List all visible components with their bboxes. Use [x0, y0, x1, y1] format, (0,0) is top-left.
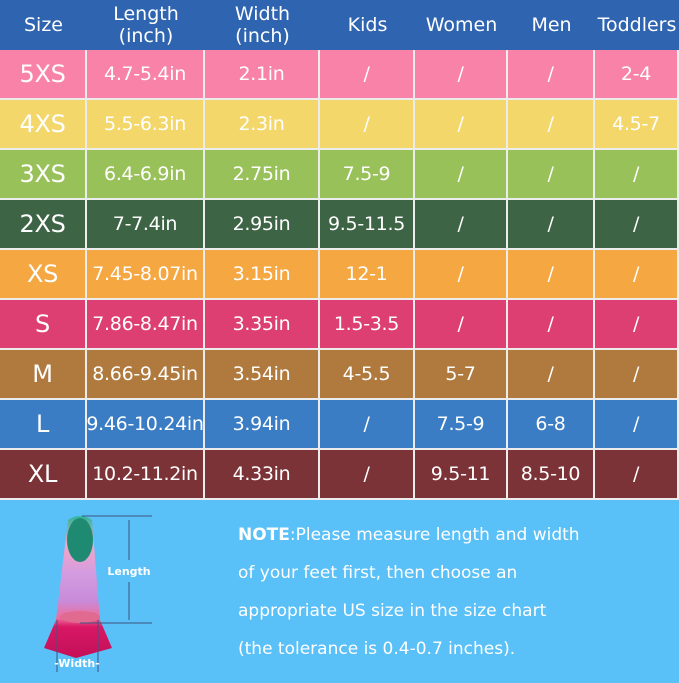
- table-cell: 5.5-6.3in: [87, 100, 205, 150]
- table-cell: /: [415, 250, 508, 300]
- table-cell: /: [508, 100, 595, 150]
- table-cell: 6.4-6.9in: [87, 150, 205, 200]
- header-line: Width: [234, 3, 291, 25]
- table-cell: 3.54in: [205, 350, 320, 400]
- size-cell: S: [0, 300, 87, 350]
- header-width: Width (inch): [205, 0, 320, 50]
- table-cell: 5-7: [415, 350, 508, 400]
- table-cell: /: [320, 400, 415, 450]
- table-cell: /: [320, 100, 415, 150]
- table-cell: 3.15in: [205, 250, 320, 300]
- table-cell: /: [415, 150, 508, 200]
- table-cell: /: [415, 300, 508, 350]
- table-cell: 3.35in: [205, 300, 320, 350]
- table-cell: /: [595, 450, 679, 500]
- table-cell: 3.94in: [205, 400, 320, 450]
- header-size: Size: [0, 0, 87, 50]
- table-cell: 1.5-3.5: [320, 300, 415, 350]
- header-line: Length: [113, 3, 179, 25]
- table-cell: 7.5-9: [415, 400, 508, 450]
- note-text: NOTE:Please measure length and width of …: [238, 516, 678, 668]
- table-cell: 2.95in: [205, 200, 320, 250]
- table-cell: /: [595, 350, 679, 400]
- size-cell: M: [0, 350, 87, 400]
- size-cell: XL: [0, 450, 87, 500]
- size-cell: XS: [0, 250, 87, 300]
- size-cell: 4XS: [0, 100, 87, 150]
- measurement-panel: Length -Width-: [0, 500, 679, 679]
- note-label: NOTE: [238, 525, 290, 545]
- size-cell: L: [0, 400, 87, 450]
- table-cell: /: [595, 400, 679, 450]
- table-cell: 8.5-10: [508, 450, 595, 500]
- table-cell: /: [508, 50, 595, 100]
- table-cell: 4-5.5: [320, 350, 415, 400]
- table-cell: 9.5-11.5: [320, 200, 415, 250]
- table-cell: 9.46-10.24in: [86, 400, 205, 450]
- header-toddlers: Toddlers: [595, 0, 679, 50]
- table-cell: 4.33in: [205, 450, 320, 500]
- size-cell: 5XS: [0, 50, 87, 100]
- length-label: Length: [107, 565, 150, 578]
- table-cell: /: [595, 300, 679, 350]
- table-cell: /: [320, 50, 415, 100]
- table-cell: 8.66-9.45in: [87, 350, 205, 400]
- table-cell: 4.7-5.4in: [87, 50, 205, 100]
- table-cell: 6-8: [508, 400, 595, 450]
- table-cell: /: [595, 250, 679, 300]
- table-cell: /: [508, 300, 595, 350]
- table-cell: /: [508, 250, 595, 300]
- note-line: appropriate US size in the size chart: [238, 601, 547, 621]
- table-cell: /: [320, 450, 415, 500]
- table-cell: /: [415, 100, 508, 150]
- swim-fin-diagram: Length -Width-: [44, 515, 152, 672]
- width-label: -Width-: [54, 657, 100, 670]
- table-cell: 10.2-11.2in: [87, 450, 205, 500]
- note-line: :Please measure length and width: [289, 525, 580, 545]
- table-cell: /: [595, 200, 679, 250]
- table-cell: /: [415, 200, 508, 250]
- header-line: (inch): [118, 25, 174, 47]
- table-cell: /: [415, 50, 508, 100]
- note-line: of your feet first, then choose an: [238, 563, 518, 583]
- table-cell: /: [508, 150, 595, 200]
- table-cell: 7.5-9: [320, 150, 415, 200]
- table-cell: 2.75in: [205, 150, 320, 200]
- header-line: (inch): [235, 25, 290, 47]
- table-cell: 2.3in: [205, 100, 320, 150]
- table-cell: 2.1in: [205, 50, 320, 100]
- table-cell: 9.5-11: [415, 450, 508, 500]
- header-men: Men: [508, 0, 595, 50]
- table-cell: 12-1: [320, 250, 415, 300]
- table-cell: 7.86-8.47in: [87, 300, 205, 350]
- table-cell: /: [508, 200, 595, 250]
- size-cell: 2XS: [0, 200, 87, 250]
- table-cell: 7.45-8.07in: [87, 250, 205, 300]
- size-cell: 3XS: [0, 150, 87, 200]
- table-cell: /: [508, 350, 595, 400]
- table-cell: 2-4: [595, 50, 679, 100]
- size-chart-table: Size Length (inch) Width (inch) Kids Women Men T…: [0, 0, 679, 500]
- table-cell: 4.5-7: [595, 100, 679, 150]
- header-kids: Kids: [320, 0, 415, 50]
- table-cell: /: [595, 150, 679, 200]
- header-length: Length (inch): [87, 0, 205, 50]
- header-women: Women: [415, 0, 508, 50]
- table-cell: 7-7.4in: [87, 200, 205, 250]
- note-line: (the tolerance is 0.4-0.7 inches).: [238, 639, 516, 659]
